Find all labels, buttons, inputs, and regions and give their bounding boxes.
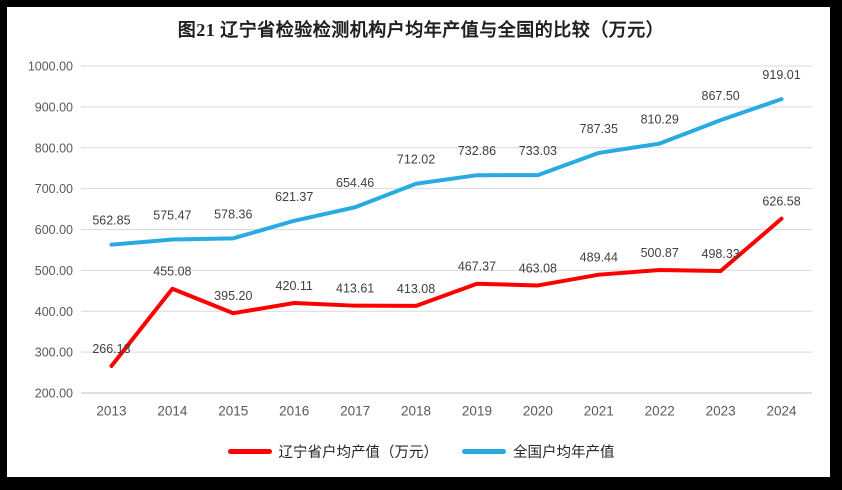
x-axis-tick-label: 2013 <box>96 404 126 419</box>
x-axis-tick-label: 2016 <box>279 404 309 419</box>
legend-swatch-national <box>462 449 506 454</box>
data-label-national-2013: 562.85 <box>92 214 130 228</box>
y-axis-tick-label: 1000.00 <box>28 60 73 74</box>
y-axis-tick-label: 900.00 <box>35 100 73 114</box>
x-axis-tick-label: 2022 <box>645 404 675 419</box>
data-label-liaoning-2016: 420.11 <box>276 279 313 293</box>
data-label-national-2020: 733.03 <box>519 144 557 158</box>
x-axis-tick-label: 2019 <box>462 404 492 419</box>
data-label-liaoning-2021: 489.44 <box>580 251 618 265</box>
legend-item-national: 全国户均年产值 <box>462 441 615 462</box>
data-label-liaoning-2015: 395.20 <box>214 289 252 303</box>
x-axis-tick-label: 2014 <box>157 404 188 419</box>
data-label-national-2022: 810.29 <box>641 113 679 127</box>
y-axis-tick-label: 200.00 <box>35 387 73 401</box>
y-axis-tick-label: 400.00 <box>35 305 73 319</box>
x-axis-tick-label: 2020 <box>523 404 553 419</box>
x-axis-tick-label: 2017 <box>340 404 370 419</box>
data-label-national-2018: 712.02 <box>397 153 435 167</box>
legend-label-national: 全国户均年产值 <box>513 445 615 461</box>
y-axis-tick-label: 300.00 <box>35 346 73 360</box>
data-label-liaoning-2017: 413.61 <box>336 282 374 296</box>
legend-item-liaoning: 辽宁省户均产值（万元） <box>227 441 439 462</box>
data-label-national-2015: 578.36 <box>214 207 252 221</box>
data-label-liaoning-2023: 498.33 <box>702 247 740 261</box>
data-label-liaoning-2022: 500.87 <box>641 246 679 260</box>
data-label-liaoning-2013: 266.13 <box>92 342 130 356</box>
y-axis-tick-label: 500.00 <box>35 264 73 278</box>
x-axis-tick-label: 2018 <box>401 404 431 419</box>
data-label-national-2017: 654.46 <box>336 176 374 190</box>
x-axis-tick-label: 2021 <box>584 404 614 419</box>
series-line-national <box>109 97 784 247</box>
data-label-national-2016: 621.37 <box>275 190 313 204</box>
series-line-liaoning <box>109 216 784 368</box>
x-axis-tick-label: 2023 <box>706 404 736 419</box>
y-axis-tick-label: 600.00 <box>35 223 73 237</box>
data-label-liaoning-2018: 413.08 <box>397 282 435 296</box>
legend-swatch-liaoning <box>227 449 272 454</box>
data-label-liaoning-2014: 455.08 <box>153 265 191 279</box>
x-axis-tick-label: 2015 <box>218 404 248 419</box>
y-axis-tick-label: 800.00 <box>35 141 73 155</box>
data-label-national-2019: 732.86 <box>458 144 496 158</box>
data-label-liaoning-2019: 467.37 <box>458 260 496 274</box>
chart-legend: 辽宁省户均产值（万元） 全国户均年产值 <box>0 441 842 462</box>
data-label-national-2023: 867.50 <box>702 89 740 103</box>
legend-label-liaoning: 辽宁省户均产值（万元） <box>278 445 439 461</box>
x-axis-tick-label: 2024 <box>767 404 798 419</box>
data-label-liaoning-2024: 626.58 <box>762 195 800 209</box>
data-label-national-2024: 919.01 <box>762 68 800 82</box>
data-label-national-2021: 787.35 <box>580 122 618 136</box>
data-label-national-2014: 575.47 <box>153 209 191 223</box>
data-label-liaoning-2020: 463.08 <box>519 261 557 275</box>
y-axis-tick-label: 700.00 <box>35 182 73 196</box>
chart-title: 图21 辽宁省检验检测机构户均年产值与全国的比较（万元） <box>177 20 665 40</box>
